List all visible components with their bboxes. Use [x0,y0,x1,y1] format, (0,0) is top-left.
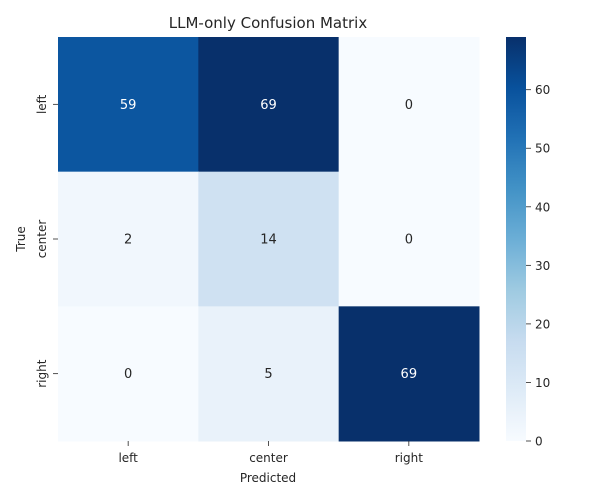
cell-value-label: 14 [260,233,277,248]
heatmap-cell [58,306,199,442]
heatmap-cell [338,37,480,173]
colorbar: 0 10 20 30 40 50 60 [506,37,550,449]
cell-value-label: 59 [120,98,137,113]
colorbar-tick-label: 10 [535,376,550,390]
cell-value-label: 69 [401,367,418,382]
heatmap-cell [198,171,340,307]
x-tick-label: right [395,451,423,465]
colorbar-tick-label: 60 [535,83,550,97]
x-tick-label: left [118,451,138,465]
colorbar-tick-label: 20 [535,317,550,331]
chart-title: LLM-only Confusion Matrix [169,14,368,32]
colorbar-tick-label: 0 [535,435,543,449]
colorbar-tick-label: 30 [535,259,550,273]
cell-value-label: 0 [405,233,413,248]
heatmap-cell [58,37,199,173]
cell-value-label: 5 [264,367,272,382]
x-axis: left center right [118,441,423,465]
x-tick-label: center [249,451,288,465]
cell-value-label: 2 [124,233,132,248]
colorbar-tick-label: 40 [535,200,550,214]
heatmap-cell [198,37,340,173]
heatmap-cells [58,37,480,442]
colorbar-tick-label: 50 [535,142,550,156]
x-axis-label: Predicted [240,471,296,485]
colorbar-gradient [506,37,526,441]
cell-value-label: 0 [124,367,132,382]
cell-value-label: 0 [405,98,413,113]
heatmap-cell [198,306,340,442]
y-axis-label: True [14,226,28,253]
cell-value-label: 69 [260,98,277,113]
heatmap-cell [338,306,480,442]
y-tick-label: left [35,94,49,114]
heatmap-cell [338,171,480,307]
y-tick-label: right [35,359,49,387]
heatmap-cell-labels: 59 69 0 2 14 0 0 5 69 [120,98,417,382]
y-axis: left center right [35,94,58,388]
y-tick-label: center [35,220,49,259]
heatmap-cell [58,171,199,307]
